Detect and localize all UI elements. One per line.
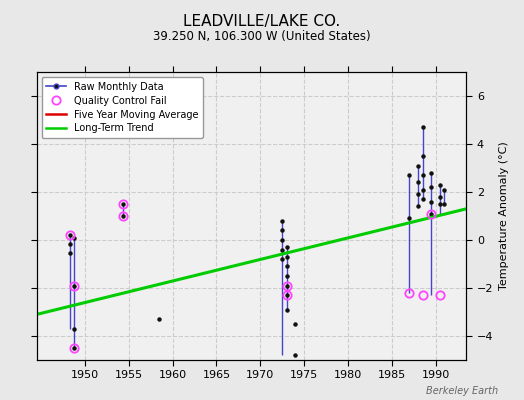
Y-axis label: Temperature Anomaly (°C): Temperature Anomaly (°C) [499, 142, 509, 290]
Text: Berkeley Earth: Berkeley Earth [425, 386, 498, 396]
Text: 39.250 N, 106.300 W (United States): 39.250 N, 106.300 W (United States) [153, 30, 371, 43]
Legend: Raw Monthly Data, Quality Control Fail, Five Year Moving Average, Long-Term Tren: Raw Monthly Data, Quality Control Fail, … [41, 77, 203, 138]
Text: LEADVILLE/LAKE CO.: LEADVILLE/LAKE CO. [183, 14, 341, 29]
